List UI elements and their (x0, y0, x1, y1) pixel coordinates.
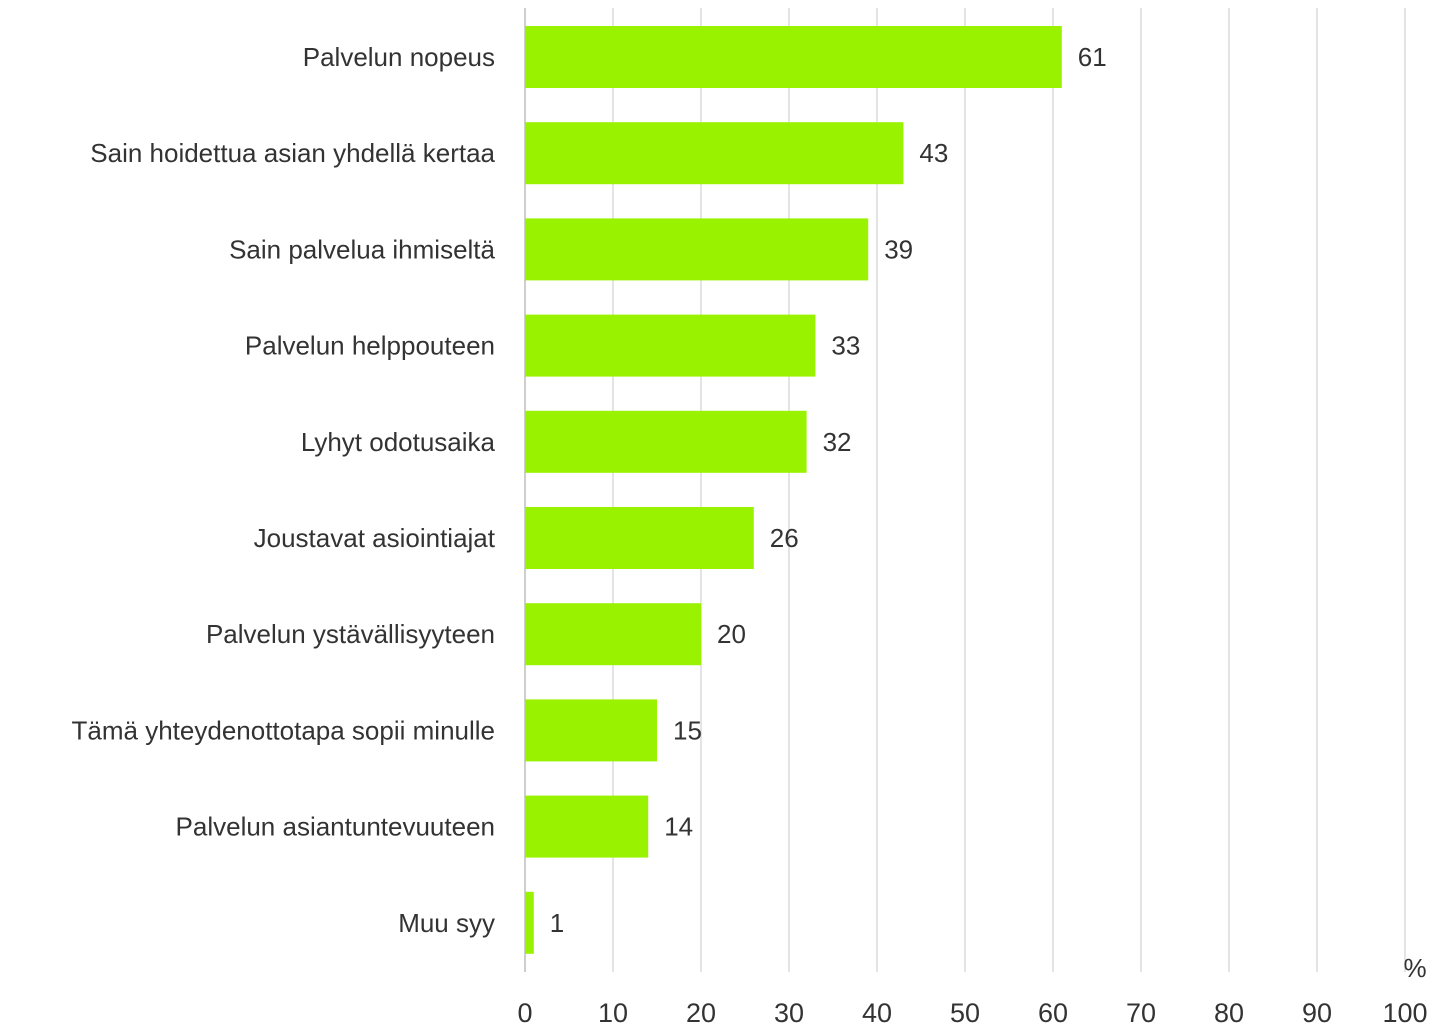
x-tick-label: 10 (598, 998, 628, 1028)
data-label: 14 (664, 812, 693, 842)
category-label: Muu syy (398, 908, 495, 938)
category-labels: Palvelun nopeus Sain hoidettua asian yhde… (72, 42, 496, 938)
bars (525, 26, 1062, 954)
x-tick-label: 50 (950, 998, 980, 1028)
bar (525, 795, 649, 858)
x-tick-label: 100 (1382, 998, 1427, 1028)
category-label: Joustavat asiointiajat (254, 523, 496, 553)
bar (525, 218, 869, 281)
category-label: Palvelun helppouteen (245, 331, 495, 361)
bar (525, 410, 807, 473)
data-label: 32 (823, 427, 852, 457)
data-label: 15 (673, 715, 702, 745)
data-labels: 61 43 39 33 32 26 20 15 14 1 (550, 42, 1107, 938)
data-label: 26 (770, 523, 799, 553)
bar (525, 122, 904, 185)
x-tick-label: 20 (686, 998, 716, 1028)
category-label: Palvelun asiantuntevuuteen (176, 812, 495, 842)
x-tick-label: 90 (1302, 998, 1332, 1028)
x-axis-unit-label: % (1403, 953, 1426, 983)
category-label: Sain palvelua ihmiseltä (229, 234, 495, 264)
bar (525, 891, 534, 954)
x-tick-label: 60 (1038, 998, 1068, 1028)
bar (525, 26, 1062, 88)
data-label: 20 (717, 619, 746, 649)
data-label: 33 (831, 331, 860, 361)
data-label: 39 (884, 234, 913, 264)
category-label: Palvelun nopeus (303, 42, 495, 72)
data-label: 43 (919, 138, 948, 168)
x-tick-label: 70 (1126, 998, 1156, 1028)
x-tick-label: 40 (862, 998, 892, 1028)
bar (525, 603, 701, 666)
bar (525, 699, 657, 762)
category-label: Sain hoidettua asian yhdellä kertaa (90, 138, 495, 168)
bar (525, 314, 816, 377)
category-label: Palvelun ystävällisyyteen (206, 619, 495, 649)
data-label: 61 (1078, 42, 1107, 72)
bar (525, 507, 754, 569)
data-label: 1 (550, 908, 564, 938)
x-tick-label: 30 (774, 998, 804, 1028)
category-label: Tämä yhteydenottotapa sopii minulle (72, 715, 495, 745)
x-axis-ticks: 0 10 20 30 40 50 60 70 80 90 100 (517, 998, 1427, 1028)
x-tick-label: 80 (1214, 998, 1244, 1028)
category-label: Lyhyt odotusaika (301, 427, 496, 457)
x-tick-label: 0 (517, 998, 532, 1028)
